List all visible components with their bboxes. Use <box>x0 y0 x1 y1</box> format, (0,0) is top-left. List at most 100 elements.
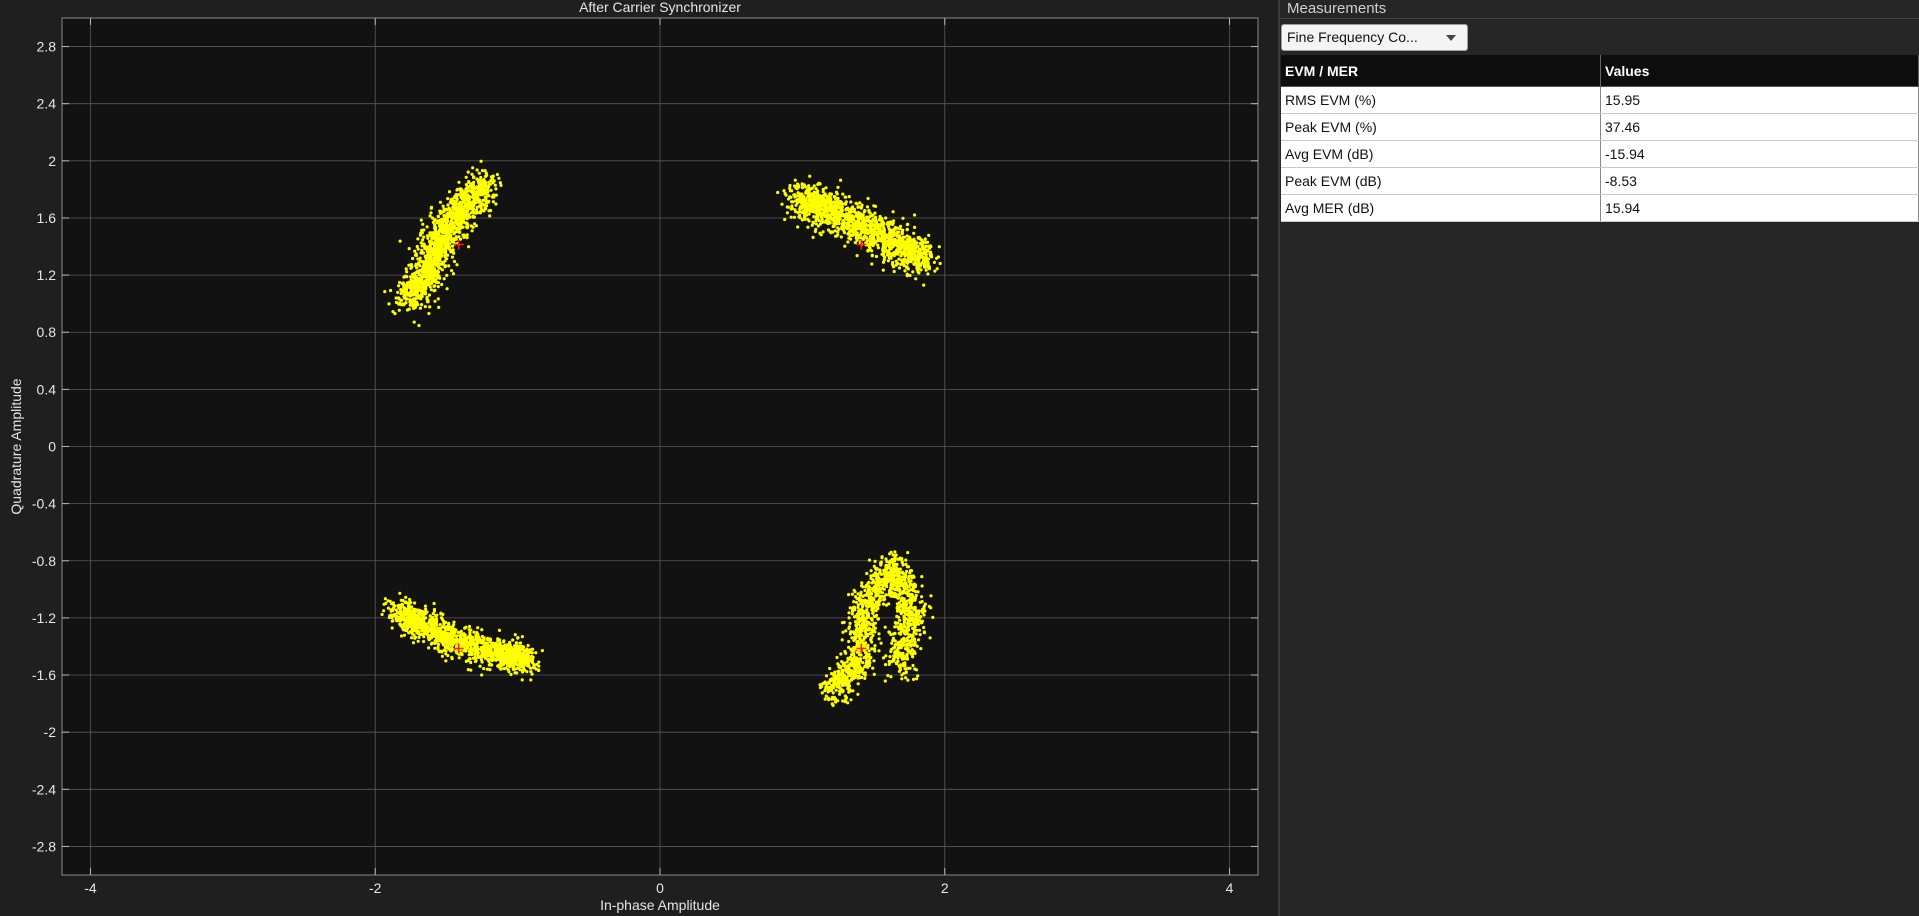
data-point <box>522 645 526 649</box>
data-point <box>907 577 911 581</box>
data-point <box>416 619 420 623</box>
data-point <box>456 193 460 197</box>
data-point <box>890 253 895 257</box>
data-point <box>429 205 434 209</box>
data-point <box>425 234 430 238</box>
data-point <box>857 236 861 240</box>
data-point <box>439 209 443 213</box>
data-point <box>405 618 409 623</box>
data-point <box>483 191 487 196</box>
data-point <box>841 220 846 225</box>
data-point <box>433 223 437 227</box>
data-point <box>916 236 921 240</box>
data-point <box>498 641 502 645</box>
data-point <box>873 644 877 648</box>
data-point <box>502 651 506 656</box>
data-point <box>425 245 429 249</box>
data-point <box>919 268 923 272</box>
data-point <box>903 247 907 252</box>
data-point <box>791 200 795 204</box>
data-point <box>433 284 437 288</box>
data-point <box>451 639 455 643</box>
data-point <box>467 649 471 653</box>
data-point <box>497 176 501 180</box>
data-point <box>421 222 425 226</box>
data-point <box>497 663 501 667</box>
data-point <box>517 653 521 657</box>
data-point <box>926 272 930 276</box>
data-point <box>806 225 810 229</box>
data-point <box>452 230 456 234</box>
data-point <box>465 225 469 229</box>
data-point <box>447 190 452 194</box>
data-point <box>469 628 473 632</box>
data-point <box>892 219 896 223</box>
data-point <box>450 655 454 659</box>
data-point <box>916 253 921 257</box>
data-point <box>864 651 868 655</box>
data-point <box>439 248 443 252</box>
data-point <box>851 225 855 229</box>
data-point <box>828 192 832 196</box>
data-point <box>469 641 473 645</box>
data-point <box>836 226 840 230</box>
data-point <box>876 243 880 247</box>
data-point <box>396 290 400 294</box>
data-point <box>397 618 401 622</box>
data-point <box>464 642 468 646</box>
data-point <box>447 647 451 651</box>
data-point <box>437 305 441 309</box>
data-point <box>529 678 533 682</box>
data-point <box>431 260 435 264</box>
data-point <box>881 268 885 272</box>
data-point <box>414 253 419 257</box>
data-point <box>490 641 494 646</box>
data-point <box>415 290 419 294</box>
data-point <box>515 655 519 659</box>
data-point <box>922 613 926 617</box>
data-point <box>423 275 427 279</box>
data-point <box>898 227 902 231</box>
data-point <box>532 662 536 667</box>
data-point <box>904 676 908 680</box>
data-point <box>894 259 898 263</box>
data-point <box>397 297 401 301</box>
data-point <box>457 180 461 184</box>
data-point <box>412 629 416 633</box>
data-point <box>399 598 403 602</box>
data-point <box>434 246 438 250</box>
data-point <box>820 691 824 695</box>
data-point <box>886 249 890 253</box>
data-point <box>912 243 916 247</box>
data-point <box>790 206 794 210</box>
data-point <box>439 254 443 258</box>
y-tick-label: 1.6 <box>37 210 57 226</box>
data-point <box>441 612 445 617</box>
data-point <box>435 623 439 627</box>
data-point <box>820 215 824 219</box>
data-point <box>425 610 429 614</box>
data-point <box>812 184 816 188</box>
data-point <box>404 290 408 294</box>
data-point <box>537 668 541 672</box>
data-point <box>879 641 883 645</box>
data-point <box>923 265 927 269</box>
data-point <box>905 272 909 276</box>
data-point <box>859 206 863 210</box>
data-point <box>776 190 780 195</box>
data-point <box>390 626 394 630</box>
constellation-scatter-plot[interactable]: After Carrier Synchronizer-2.8-2.4-2-1.6… <box>0 0 1278 916</box>
data-point <box>902 614 906 619</box>
data-point <box>513 661 518 665</box>
data-point <box>407 263 411 267</box>
data-point <box>902 264 907 268</box>
data-point <box>404 627 408 631</box>
data-point <box>474 211 478 215</box>
data-point <box>479 175 483 180</box>
data-point <box>464 175 468 179</box>
data-point <box>834 222 839 226</box>
data-point <box>816 200 820 204</box>
data-point <box>440 262 444 266</box>
data-point <box>410 265 414 269</box>
data-point <box>398 606 403 610</box>
